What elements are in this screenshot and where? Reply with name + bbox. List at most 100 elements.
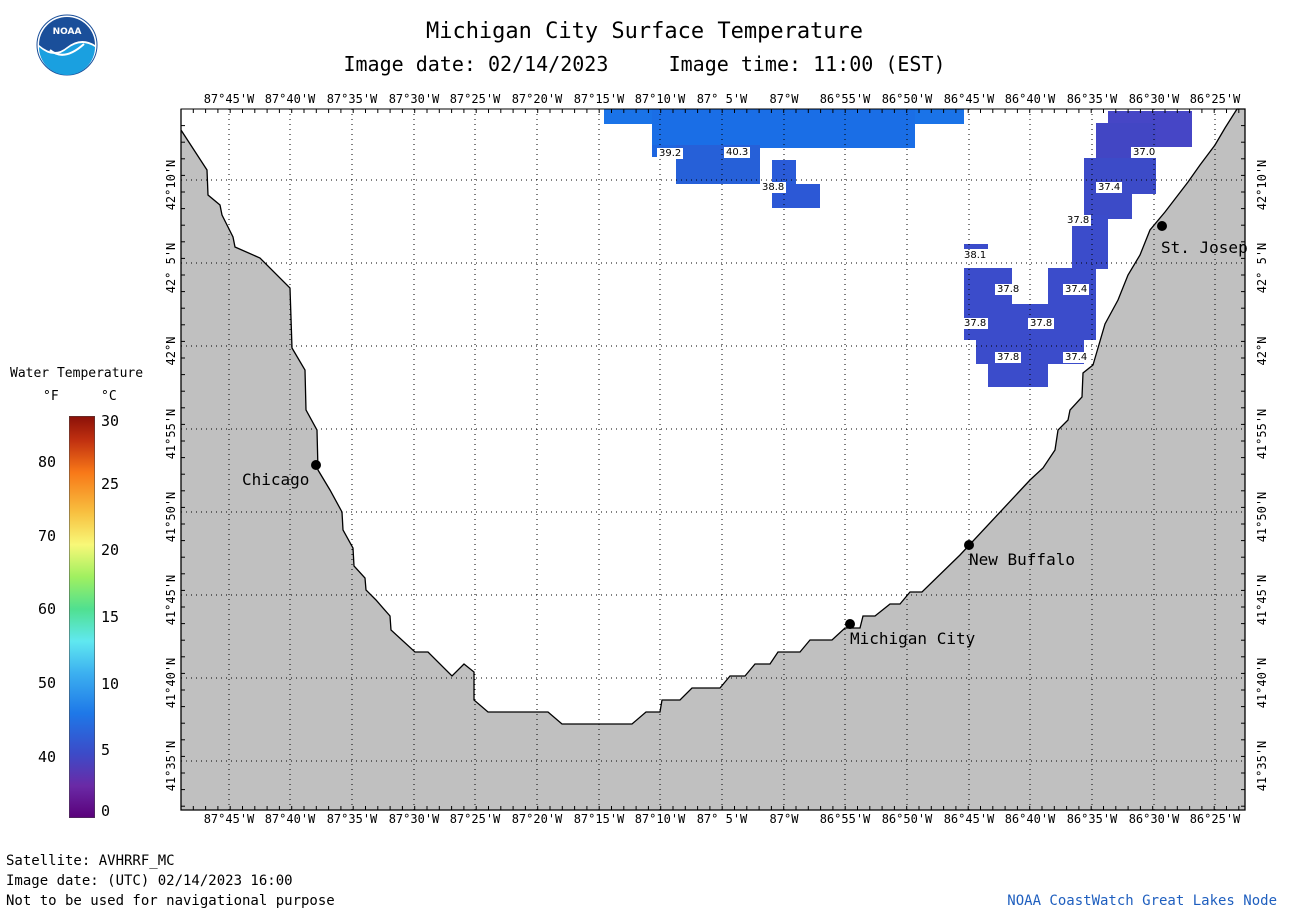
longitude-label: 87° 5'W (696, 812, 748, 826)
temp-value-label: 37.8 (995, 284, 1022, 295)
map-grid (181, 109, 1245, 810)
legend-c-tick: 0 (101, 802, 111, 820)
legend-unit-c: °C (101, 389, 117, 404)
temp-value-label: 39.2 (657, 148, 684, 159)
longitude-label: 87°20'W (511, 812, 563, 826)
longitude-label: 87°20'W (511, 92, 563, 106)
longitude-label: 87°45'W (203, 92, 255, 106)
longitude-label: 86°40'W (1004, 812, 1056, 826)
city-label-chicago: Chicago (242, 470, 310, 489)
legend-f-tick: 60 (38, 600, 57, 618)
legend-c-tick: 5 (101, 741, 111, 759)
latitude-label: 41°40'N (1255, 657, 1269, 709)
legend-c-tick: 30 (101, 412, 120, 430)
latitude-label: 41°55'N (1255, 408, 1269, 460)
legend-c-tick: 15 (101, 608, 120, 626)
temp-value-label: 37.4 (1096, 182, 1123, 193)
latitude-label: 42°N (164, 336, 178, 366)
legend-color-bar (69, 416, 95, 818)
michigan-city-marker (845, 619, 855, 629)
land-mass (180, 108, 1246, 811)
legend-f-tick: 70 (38, 527, 57, 545)
longitude-label: 86°35'W (1066, 92, 1118, 106)
longitude-label: 86°40'W (1004, 92, 1056, 106)
latitude-label: 41°35'N (1255, 740, 1269, 792)
frame-ticks (180, 108, 1245, 810)
longitude-label: 87°25'W (449, 812, 501, 826)
latitude-label: 41°35'N (164, 740, 178, 792)
map-frame (180, 108, 1246, 811)
latitude-label: 41°40'N (164, 657, 178, 709)
city-label-st-joseph: St. Josep (1161, 238, 1248, 257)
temp-value-label: 37.8 (1065, 215, 1092, 226)
longitude-label: 87°W (769, 812, 799, 826)
legend-unit-f: °F (43, 389, 59, 404)
longitude-label: 87°15'W (573, 812, 625, 826)
temp-value-label: 37.4 (1063, 284, 1090, 295)
chicago-marker (311, 460, 321, 470)
temp-value-label: 37.4 (1063, 352, 1090, 363)
longitude-label: 86°30'W (1128, 812, 1180, 826)
noaa-logo: NOAA (36, 14, 98, 76)
latitude-label: 41°50'N (164, 491, 178, 543)
temp-value-label: 37.8 (995, 352, 1022, 363)
longitude-label: 86°25'W (1189, 812, 1241, 826)
longitude-label: 86°50'W (881, 92, 933, 106)
map-title: Michigan City Surface Temperature (425, 19, 864, 44)
st-joseph-marker (1157, 221, 1167, 231)
credit-link[interactable]: NOAA CoastWatch Great Lakes Node (1007, 893, 1277, 909)
satellite-info: Satellite: AVHRRF_MC (6, 853, 175, 869)
legend-title: Water Temperature (10, 366, 144, 381)
legend-f-tick: 50 (38, 674, 57, 692)
longitude-label: 87°30'W (388, 92, 440, 106)
disclaimer: Not to be used for navigational purpose (6, 893, 335, 909)
legend-f-tick: 40 (38, 748, 57, 766)
temp-value-label: 37.8 (1028, 318, 1055, 329)
longitude-label: 86°55'W (819, 92, 871, 106)
temp-value-label: 40.3 (724, 147, 751, 158)
legend-f-tick: 80 (38, 453, 57, 471)
latitude-label: 42°10'N (1255, 159, 1269, 211)
map-subtitle: Image date: 02/14/2023 Image time: 11:00… (343, 52, 946, 76)
longitude-label: 87°35'W (326, 812, 378, 826)
longitude-label: 87°10'W (634, 92, 686, 106)
temp-value-label: 37.0 (1131, 147, 1158, 158)
longitude-label: 86°35'W (1066, 812, 1118, 826)
new-buffalo-marker (964, 540, 974, 550)
temp-value-label: 38.1 (962, 250, 989, 261)
longitude-label: 86°45'W (943, 812, 995, 826)
longitude-label: 87°40'W (264, 812, 316, 826)
legend-c-tick: 20 (101, 541, 120, 559)
longitude-label: 87°W (769, 92, 799, 106)
latitude-label: 42°10'N (164, 159, 178, 211)
latitude-label: 41°55'N (164, 408, 178, 460)
longitude-label: 86°50'W (881, 812, 933, 826)
latitude-label: 41°45'N (1255, 574, 1269, 626)
longitude-label: 87°40'W (264, 92, 316, 106)
temp-value-label: 38.8 (760, 182, 787, 193)
longitude-label: 86°30'W (1128, 92, 1180, 106)
temp-value-label: 37.8 (962, 318, 989, 329)
latitude-label: 41°50'N (1255, 491, 1269, 543)
latitude-label: 42°N (1255, 336, 1269, 366)
city-label-michigan-city: Michigan City (850, 629, 976, 648)
legend-c-tick: 25 (101, 475, 120, 493)
legend-c-tick: 10 (101, 675, 120, 693)
longitude-label: 87°25'W (449, 92, 501, 106)
image-date-utc: Image date: (UTC) 02/14/2023 16:00 (6, 873, 293, 889)
longitude-label: 87°35'W (326, 92, 378, 106)
longitude-label: 87°45'W (203, 812, 255, 826)
svg-text:NOAA: NOAA (53, 27, 82, 37)
city-label-new-buffalo: New Buffalo (969, 550, 1075, 569)
longitude-label: 87°10'W (634, 812, 686, 826)
latitude-label: 42° 5'N (164, 242, 178, 294)
longitude-label: 86°55'W (819, 812, 871, 826)
latitude-label: 42° 5'N (1255, 242, 1269, 294)
latitude-label: 41°45'N (164, 574, 178, 626)
longitude-label: 87°15'W (573, 92, 625, 106)
longitude-label: 87° 5'W (696, 92, 748, 106)
longitude-label: 87°30'W (388, 812, 440, 826)
longitude-label: 86°45'W (943, 92, 995, 106)
longitude-label: 86°25'W (1189, 92, 1241, 106)
